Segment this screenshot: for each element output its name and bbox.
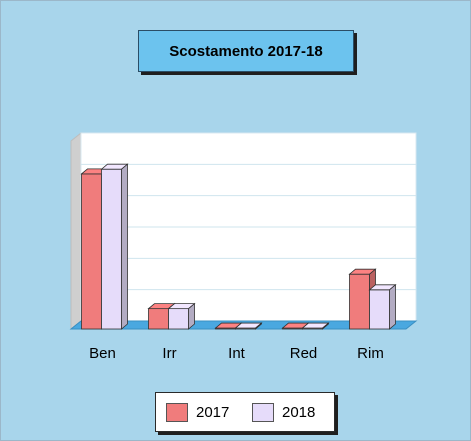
legend-label-2018: 2018	[282, 404, 316, 421]
x-tick-label-Int: Int	[228, 345, 246, 362]
legend-swatch-2017	[166, 403, 188, 422]
chart-title: Scostamento 2017-18	[138, 30, 354, 72]
legend-item-2017: 2017	[166, 403, 229, 422]
x-tick-label-Irr: Irr	[162, 345, 176, 362]
bar-side-2018-Ben	[121, 163, 128, 330]
bar-2018-Rim	[369, 289, 390, 330]
bar-side-2018-Int	[255, 322, 262, 330]
legend-swatch-2018	[252, 403, 274, 422]
bar-2018-Ben	[101, 168, 122, 330]
bar-2017-Ben	[81, 173, 102, 330]
legend-label-2017: 2017	[196, 404, 230, 421]
plot-side-wall	[70, 131, 82, 331]
chart-legend: 2017 2018	[155, 392, 335, 432]
legend-item-2018: 2018	[252, 403, 315, 422]
bar-side-2018-Rim	[389, 283, 396, 330]
bar-side-2018-Red	[322, 322, 329, 330]
bar-2018-Irr	[168, 308, 189, 330]
x-tick-label-Red: Red	[290, 345, 318, 362]
x-tick-label-Ben: Ben	[89, 345, 116, 362]
bar-2017-Rim	[349, 273, 370, 330]
bar-2017-Irr	[148, 308, 169, 330]
x-tick-label-Rim: Rim	[357, 345, 384, 362]
bar-side-2018-Irr	[188, 302, 195, 330]
